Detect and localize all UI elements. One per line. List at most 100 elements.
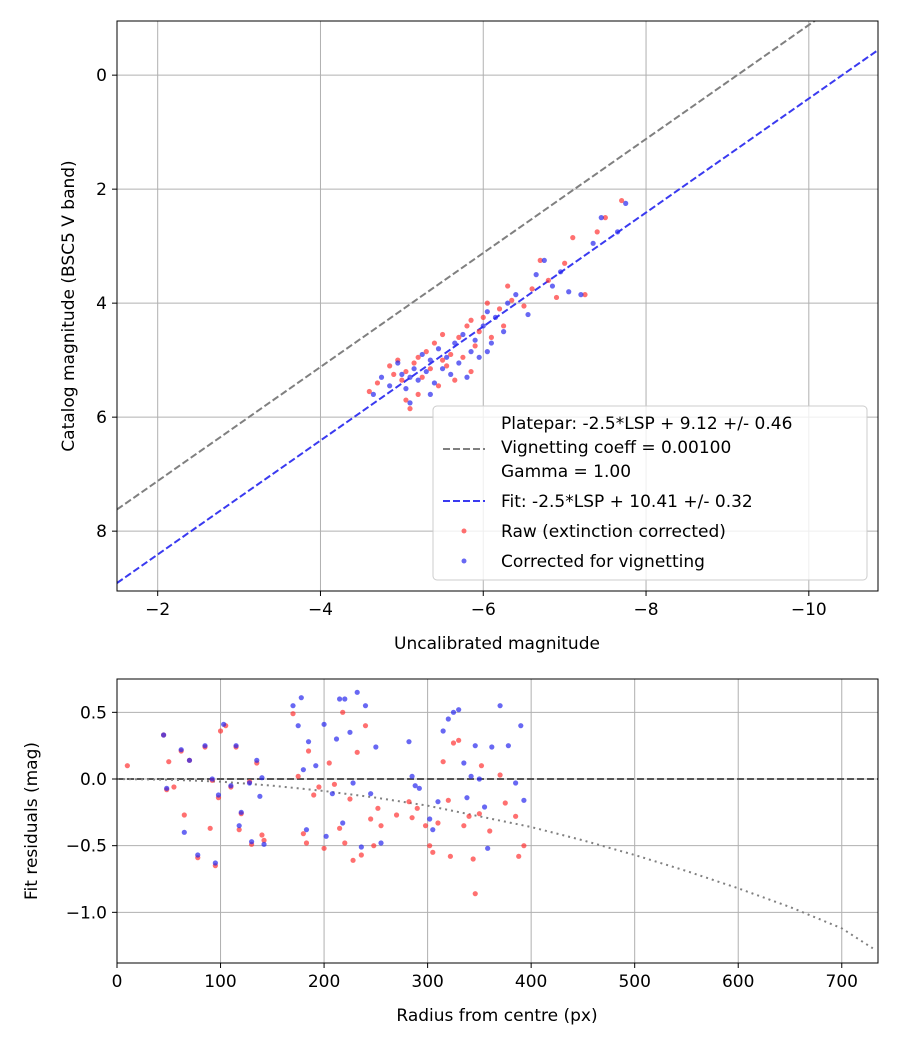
corrected-point (221, 721, 227, 727)
corrected-point (313, 763, 319, 769)
raw-point (347, 796, 353, 802)
corrected-point (195, 852, 201, 858)
corrected-point (525, 311, 531, 318)
raw-point (259, 832, 265, 838)
corrected-point (427, 391, 433, 397)
corrected-point (468, 349, 474, 355)
y-tick-label: 0.5 (80, 703, 107, 723)
raw-point (124, 763, 130, 769)
corrected-point (484, 349, 490, 355)
legend-frame (432, 405, 868, 581)
corrected-point (238, 809, 244, 815)
corrected-point (342, 696, 348, 702)
raw-point (447, 853, 453, 859)
raw-point (497, 772, 503, 778)
corrected-point (505, 743, 511, 749)
raw-point (403, 368, 409, 375)
bottom-chart-plot-area (117, 689, 878, 950)
raw-point (582, 292, 588, 298)
raw-point (326, 760, 332, 766)
corrected-point (257, 793, 263, 799)
corrected-point (415, 377, 421, 383)
raw-point (466, 813, 472, 819)
raw-point (472, 343, 478, 349)
bottom-chart-ylabel: Fit residuals (mag) (22, 742, 42, 900)
raw-point (419, 374, 425, 380)
y-tick-label: 4 (96, 294, 107, 314)
corrected-point (305, 739, 312, 745)
x-tick-label: 700 (826, 972, 858, 992)
legend-raw-label: Raw (extinction corrected) (501, 522, 726, 542)
raw-point (422, 823, 429, 829)
corrected-point (468, 773, 474, 779)
top-chart-plot-area (117, 21, 878, 584)
raw-point (562, 260, 568, 266)
x-tick-label: 500 (618, 972, 650, 992)
raw-point (461, 823, 467, 829)
top-chart-frame (116, 20, 879, 592)
corrected-point (261, 841, 267, 847)
raw-point (435, 820, 441, 826)
raw-point (487, 828, 493, 834)
corrected-point (566, 289, 572, 295)
x-tick-label: 200 (308, 972, 340, 992)
raw-point (316, 784, 322, 790)
corrected-point (464, 374, 470, 380)
raw-point (303, 840, 310, 846)
corrected-point (513, 292, 519, 298)
corrected-point (435, 346, 442, 352)
raw-point (415, 354, 421, 360)
raw-point (521, 303, 527, 309)
legend-platepar-label: Platepar: -2.5*LSP + 9.12 +/- 0.46 (501, 414, 792, 434)
corrected-point (427, 357, 433, 363)
raw-point (619, 197, 625, 204)
y-tick-label: 0.0 (80, 770, 107, 790)
corrected-point (578, 292, 584, 298)
legend-vignetting-label: Vignetting coeff = 0.00100 (501, 438, 731, 458)
raw-point (496, 306, 503, 312)
corrected-point (395, 360, 401, 366)
corrected-point (448, 371, 454, 377)
raw-point (430, 849, 436, 855)
raw-point (350, 857, 356, 863)
corrected-point (209, 776, 215, 782)
top-chart-xlabel: Uncalibrated magnitude (394, 634, 600, 654)
raw-point (448, 351, 454, 358)
corrected-point (298, 695, 304, 701)
raw-point (427, 843, 433, 849)
raw-point (439, 357, 446, 363)
y-tick-label: 2 (96, 180, 107, 200)
raw-point (342, 840, 348, 846)
corrected-point (358, 844, 364, 850)
raw-point (236, 827, 242, 833)
raw-point (290, 711, 296, 717)
raw-point (440, 759, 446, 765)
corrected-point (557, 269, 564, 275)
x-tick-label: 400 (515, 972, 547, 992)
corrected-point (407, 400, 413, 406)
corrected-point (323, 833, 329, 839)
raw-point (391, 371, 397, 377)
raw-point (300, 831, 306, 837)
corrected-point (160, 732, 167, 738)
corrected-point (541, 257, 547, 263)
raw-point (331, 781, 338, 787)
raw-point (375, 805, 381, 811)
corrected-point (460, 331, 466, 338)
corrected-point (419, 351, 425, 358)
raw-point (409, 815, 415, 821)
legend-gamma-label: Gamma = 1.00 (501, 462, 631, 482)
corrected-point (427, 816, 433, 822)
corrected-point (236, 823, 242, 829)
corrected-point (484, 309, 490, 315)
corrected-point (329, 791, 335, 797)
corrected-point (476, 354, 482, 360)
raw-point (411, 360, 417, 366)
raw-point (464, 323, 470, 329)
corrected-point (254, 757, 260, 763)
corrected-point (431, 380, 438, 386)
raw-point (321, 845, 327, 851)
corrected-point (290, 703, 296, 709)
raw-point (468, 317, 474, 323)
